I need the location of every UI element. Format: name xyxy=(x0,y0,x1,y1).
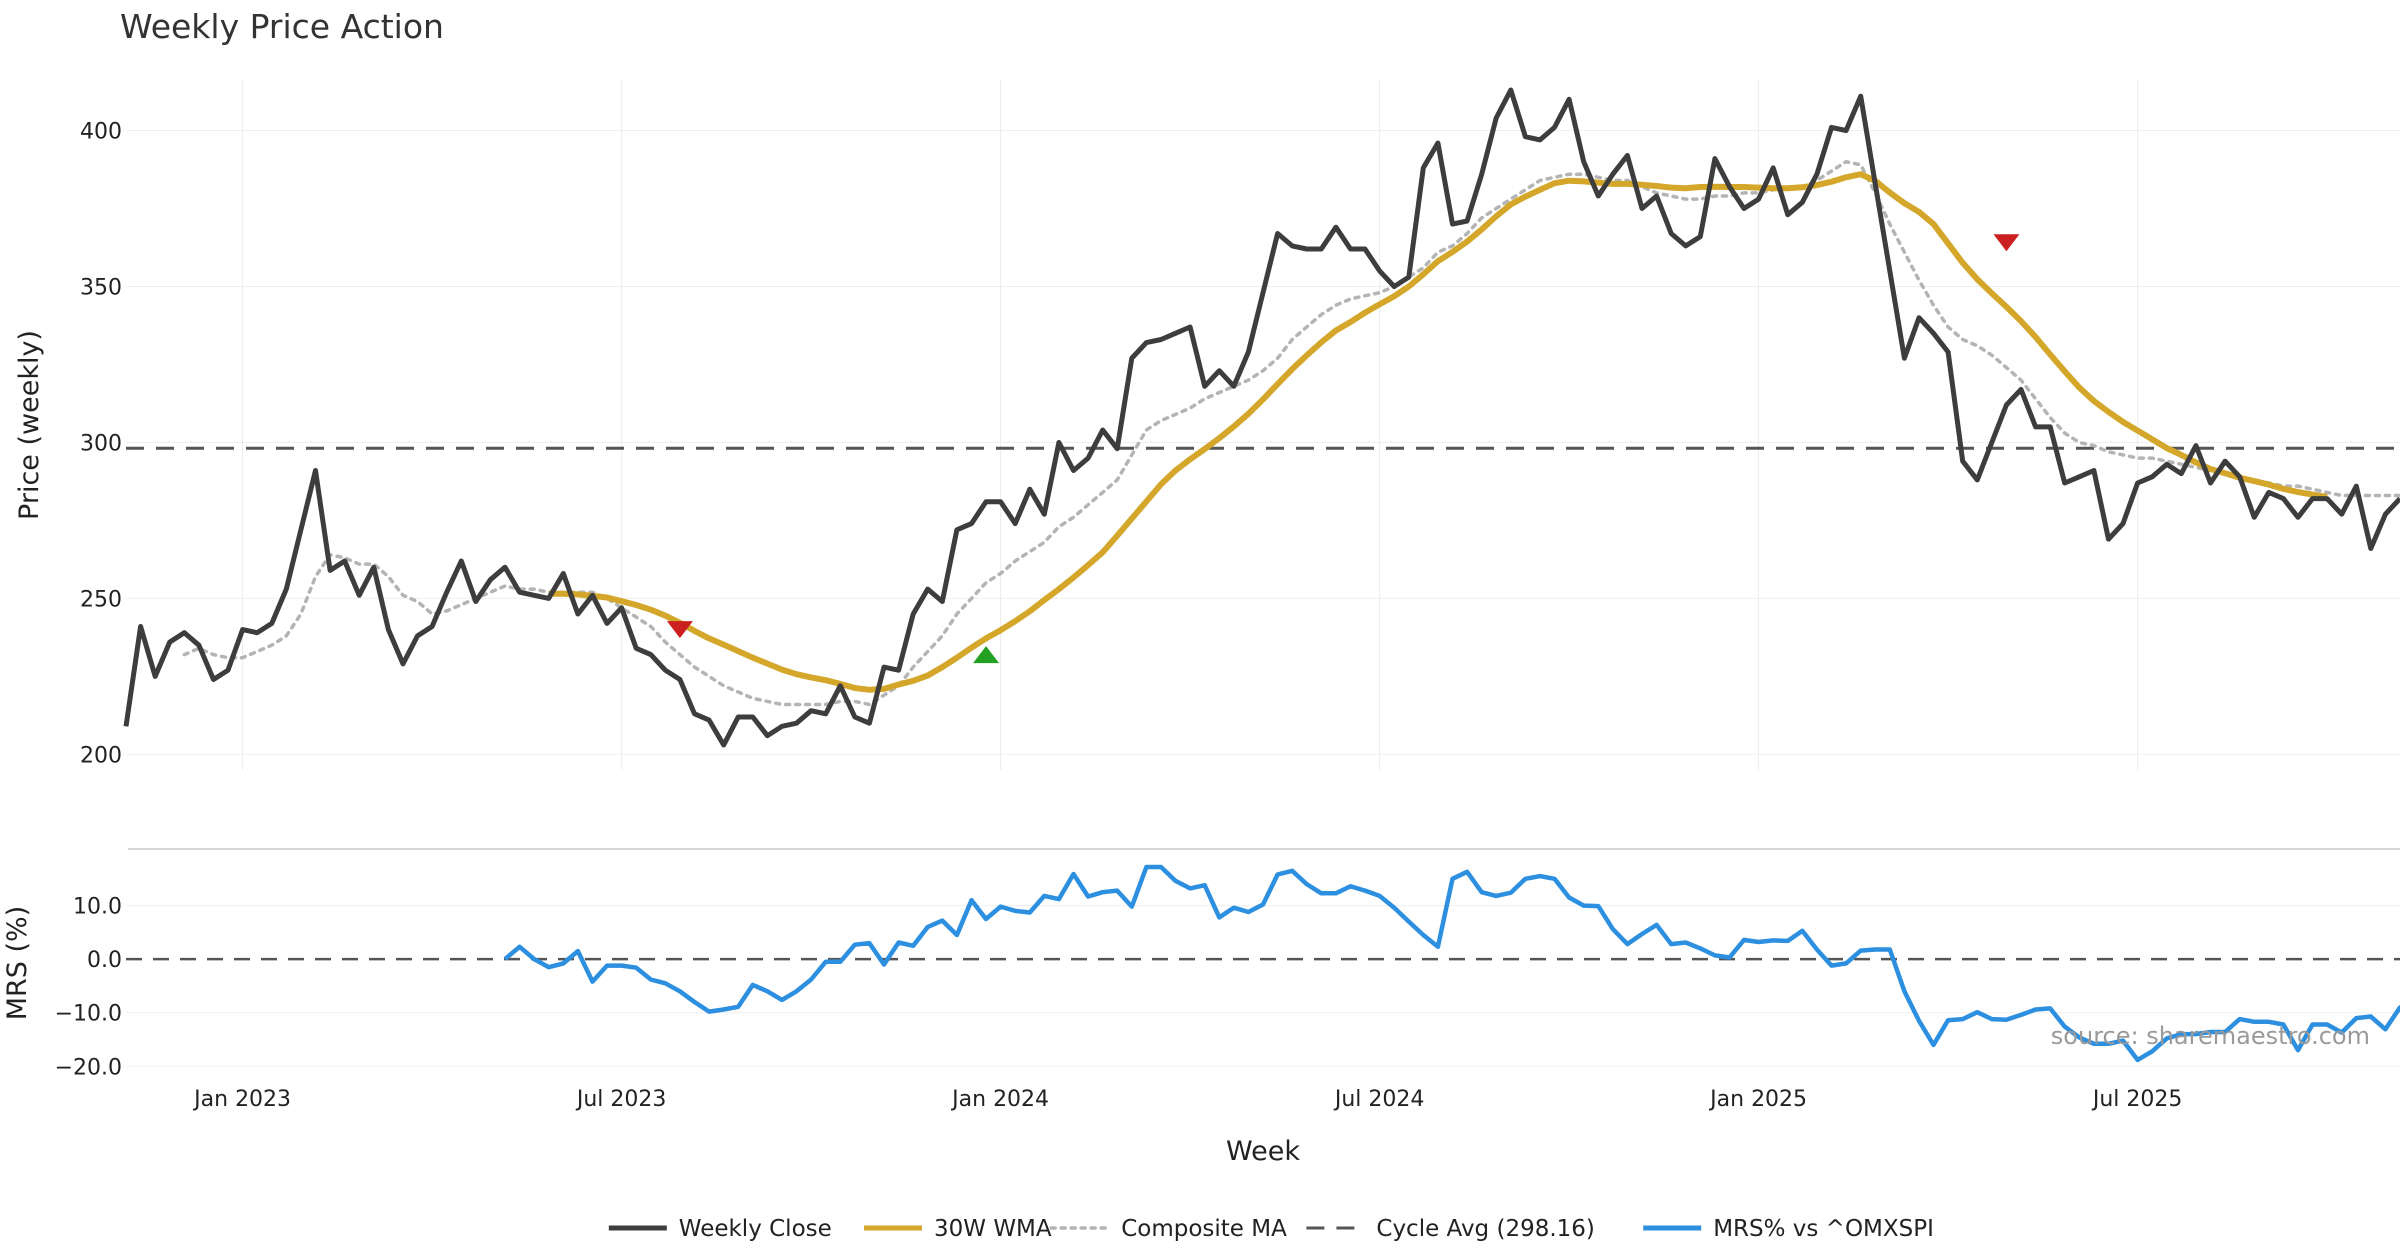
legend: Weekly Close 30W WMA Composite MA Cycle Avg… xyxy=(608,1216,1934,1242)
source-watermark: source: sharemaestro.com xyxy=(2051,1022,2370,1050)
price-y-tick-label: 400 xyxy=(80,120,122,145)
price-y-ticks: 200 250 300 350 400 xyxy=(80,120,122,769)
mrs-y-ticks: 10.0 0.0 −10.0 −20.0 xyxy=(55,895,122,1081)
x-tick-label: Jul 2023 xyxy=(575,1087,667,1112)
sell-signal-marker xyxy=(1993,234,2020,252)
series-mrs xyxy=(503,864,2400,1063)
price-y-tick-label: 350 xyxy=(80,275,122,300)
legend-label: MRS% vs ^OMXSPI xyxy=(1713,1216,1934,1242)
mrs-series-group xyxy=(126,864,2400,1063)
legend-label: Cycle Avg (298.16) xyxy=(1376,1216,1595,1242)
price-y-tick-label: 250 xyxy=(80,587,122,612)
sell-signal-marker xyxy=(666,621,693,639)
x-tick-label: Jul 2025 xyxy=(2091,1087,2183,1112)
price-series-group xyxy=(123,87,2400,748)
price-y-tick-label: 200 xyxy=(80,743,122,768)
mrs-y-tick-label: 0.0 xyxy=(87,948,122,973)
x-tick-label: Jul 2024 xyxy=(1333,1087,1425,1112)
x-tick-label: Jan 2025 xyxy=(1708,1087,1807,1112)
legend-label: 30W WMA xyxy=(934,1216,1052,1242)
series-30w-wma xyxy=(548,171,2328,693)
mrs-y-tick-label: 10.0 xyxy=(73,895,122,920)
x-tick-label: Jan 2024 xyxy=(950,1087,1049,1112)
mrs-y-tick-label: −10.0 xyxy=(55,1002,122,1027)
chart-title: Weekly Price Action xyxy=(120,7,444,46)
buy-signal-marker xyxy=(973,646,1000,664)
x-ticks: Jan 2023 Jul 2023 Jan 2024 Jul 2024 Jan 2025… xyxy=(192,1087,2182,1112)
legend-label: Weekly Close xyxy=(679,1216,832,1242)
price-y-axis-title: Price (weekly) xyxy=(14,330,45,520)
x-tick-label: Jan 2023 xyxy=(192,1087,291,1112)
legend-label: Composite MA xyxy=(1121,1216,1287,1242)
price-y-tick-label: 300 xyxy=(80,431,122,456)
x-axis-title: Week xyxy=(1226,1136,1300,1167)
mrs-y-tick-label: −20.0 xyxy=(55,1055,122,1080)
signal-markers xyxy=(666,234,2020,664)
series-weekly-close xyxy=(123,87,2400,748)
mrs-y-axis-title: MRS (%) xyxy=(2,906,33,1021)
price-gridlines xyxy=(126,80,2400,770)
